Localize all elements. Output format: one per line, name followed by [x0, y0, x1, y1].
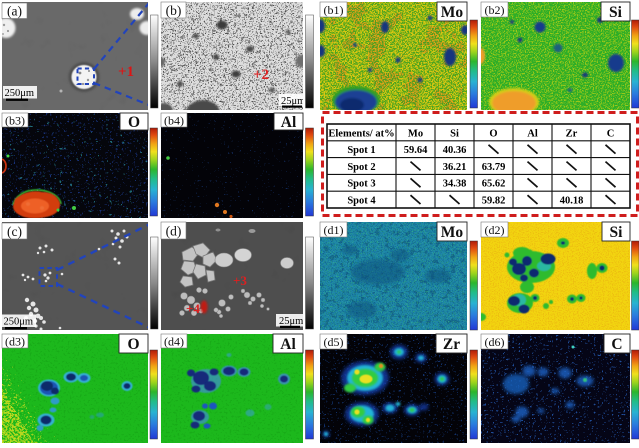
svg-text:C: C	[611, 336, 622, 353]
svg-text:(b1): (b1)	[324, 3, 344, 17]
svg-text:O: O	[128, 114, 140, 131]
svg-text:(d2): (d2)	[485, 223, 505, 237]
svg-text:Spot 2: Spot 2	[347, 162, 375, 173]
svg-text:Zr: Zr	[566, 128, 578, 139]
svg-text:63.79: 63.79	[482, 162, 506, 173]
svg-text:(d4): (d4)	[164, 334, 184, 348]
svg-text:(b3): (b3)	[5, 113, 25, 127]
svg-text:36.21: 36.21	[443, 162, 467, 173]
svg-text:Si: Si	[610, 224, 624, 241]
svg-text:O: O	[489, 128, 497, 139]
svg-text:(b4): (b4)	[164, 113, 184, 127]
svg-text:(d1): (d1)	[324, 223, 344, 237]
svg-text:Spot 4: Spot 4	[347, 195, 376, 206]
svg-text:(a): (a)	[7, 4, 22, 19]
svg-text:59.64: 59.64	[404, 145, 428, 156]
svg-text:+4: +4	[186, 301, 200, 316]
svg-text:Mo: Mo	[441, 224, 464, 241]
svg-text:25μm: 25μm	[281, 96, 305, 107]
svg-text:(b): (b)	[166, 3, 182, 18]
svg-text:(d): (d)	[166, 223, 182, 238]
svg-text:Al: Al	[280, 336, 296, 353]
svg-text:(d5): (d5)	[324, 335, 344, 349]
svg-text:(d6): (d6)	[485, 335, 505, 349]
svg-text:Elements/ at%: Elements/ at%	[328, 128, 394, 139]
svg-text:+3: +3	[233, 273, 247, 288]
svg-text:(b2): (b2)	[485, 3, 505, 17]
svg-text:59.82: 59.82	[482, 195, 506, 206]
svg-text:34.38: 34.38	[443, 179, 467, 190]
svg-text:+2: +2	[253, 67, 269, 83]
svg-text:O: O	[127, 336, 139, 353]
svg-text:250μm: 250μm	[5, 88, 35, 99]
svg-text:Al: Al	[281, 114, 297, 131]
svg-text:Al: Al	[527, 128, 538, 139]
svg-text:40.18: 40.18	[560, 195, 584, 206]
svg-text:Spot 3: Spot 3	[347, 179, 375, 190]
svg-text:C: C	[607, 128, 615, 139]
svg-text:250μm: 250μm	[4, 317, 34, 328]
svg-text:40.36: 40.36	[443, 145, 467, 156]
svg-text:65.62: 65.62	[482, 179, 506, 190]
svg-text:Si: Si	[609, 4, 623, 21]
svg-text:(c): (c)	[7, 224, 22, 239]
svg-text:+1: +1	[118, 64, 134, 80]
svg-text:Spot 1: Spot 1	[347, 145, 375, 156]
svg-text:Zr: Zr	[443, 336, 460, 353]
svg-text:Mo: Mo	[441, 4, 464, 21]
svg-text:25μm: 25μm	[279, 316, 303, 327]
svg-text:(d3): (d3)	[5, 334, 25, 348]
svg-text:Mo: Mo	[408, 128, 423, 139]
svg-text:Si: Si	[450, 128, 459, 139]
